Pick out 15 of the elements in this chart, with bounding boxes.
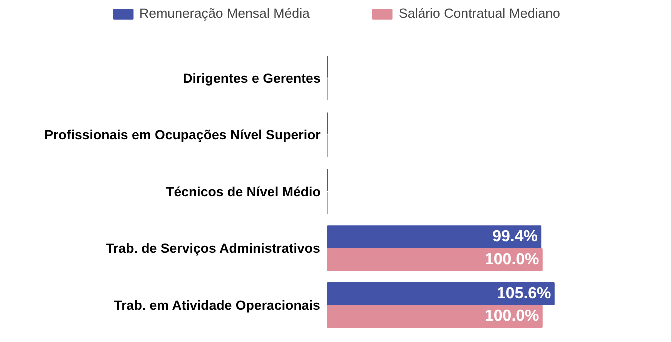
data-label: 105.6% [497,285,552,302]
legend-label: Salário Contratual Mediano [398,6,560,21]
y-tick-label: Dirigentes e Gerentes [183,70,321,86]
legend-label: Remuneração Mensal Média [140,6,310,21]
y-tick-label: Trab. em Atividade Operacionais [114,298,320,313]
data-label: 100.0% [485,251,540,268]
y-tick-label: Trab. de Serviços Administrativos [106,241,320,256]
data-label: 99.4% [492,228,538,246]
bar [327,282,555,306]
bar [327,305,543,328]
bar [327,226,542,249]
bar [327,248,543,272]
data-label: 100.0% [485,308,540,326]
y-tick-label: Profissionais em Ocupações Nível Superior [44,128,321,143]
y-tick-label: Técnicos de Nível Médio [166,184,321,200]
